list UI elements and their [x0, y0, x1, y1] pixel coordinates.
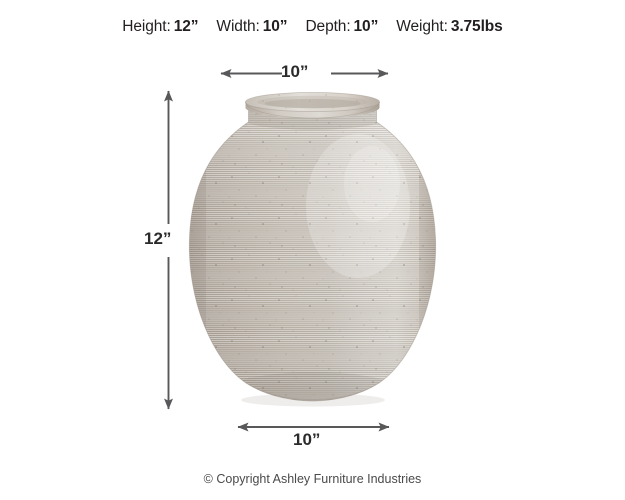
spec-weight-value: 3.75lbs [450, 18, 503, 35]
vase-rim [245, 92, 380, 119]
spec-width-label: Width: [216, 18, 260, 35]
spec-width-value: 10” [262, 18, 288, 35]
spec-bar: Height: 12” Width: 10” Depth: 10” Weight: 3.75l… [0, 18, 625, 36]
spec-depth-value: 10” [353, 18, 379, 35]
copyright-notice: © Copyright Ashley Furniture Industries [203, 472, 422, 486]
spec-height-label: Height: [122, 18, 171, 35]
spec-height: Height: 12” [122, 18, 198, 36]
spec-depth-label: Depth: [305, 18, 351, 35]
vase-body [188, 107, 437, 402]
vase-illustration [188, 92, 437, 407]
spec-height-value: 12” [173, 18, 199, 35]
spec-weight-label: Weight: [396, 18, 448, 35]
dimension-left-label: 12” [144, 229, 172, 248]
vase-base [246, 383, 379, 401]
dimension-bottom-label: 10” [293, 430, 321, 449]
spec-width: Width: 10” [216, 18, 287, 36]
spec-weight: Weight: 3.75lbs [396, 18, 503, 36]
dimension-top-label: 10” [281, 62, 309, 81]
spec-depth: Depth: 10” [305, 18, 378, 36]
product-image-vase [180, 88, 445, 408]
